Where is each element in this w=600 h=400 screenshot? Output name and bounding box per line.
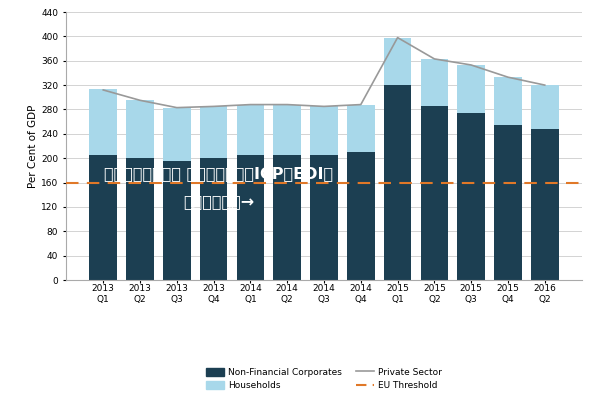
Bar xyxy=(163,161,191,280)
Y-axis label: Per Cent of GDP: Per Cent of GDP xyxy=(28,104,38,188)
Bar xyxy=(200,106,227,158)
Bar xyxy=(200,158,227,280)
Bar xyxy=(531,85,559,129)
Bar xyxy=(384,38,412,85)
Bar xyxy=(421,59,448,106)
Bar xyxy=(310,106,338,155)
Bar xyxy=(126,100,154,158)
Text: 专业个人股票质押 广东省增值电信ICP、EDI许: 专业个人股票质押 广东省增值电信ICP、EDI许 xyxy=(104,166,334,181)
Legend: Non-Financial Corporates, Households, Private Sector, EU Threshold: Non-Financial Corporates, Households, Pr… xyxy=(203,365,445,393)
Bar xyxy=(457,65,485,112)
Bar xyxy=(89,89,117,155)
Bar xyxy=(384,85,412,280)
Bar xyxy=(457,112,485,280)
Bar xyxy=(494,77,522,125)
Bar xyxy=(310,155,338,280)
Bar xyxy=(89,155,117,280)
Bar xyxy=(126,158,154,280)
Bar xyxy=(236,104,264,155)
Bar xyxy=(347,152,374,280)
Bar xyxy=(236,155,264,280)
Bar xyxy=(163,108,191,161)
Text: 可证这样申请→: 可证这样申请→ xyxy=(184,194,254,209)
Bar xyxy=(531,129,559,280)
Bar xyxy=(421,106,448,280)
Bar xyxy=(274,104,301,155)
Bar xyxy=(347,104,374,152)
Bar xyxy=(494,125,522,280)
Bar xyxy=(274,155,301,280)
